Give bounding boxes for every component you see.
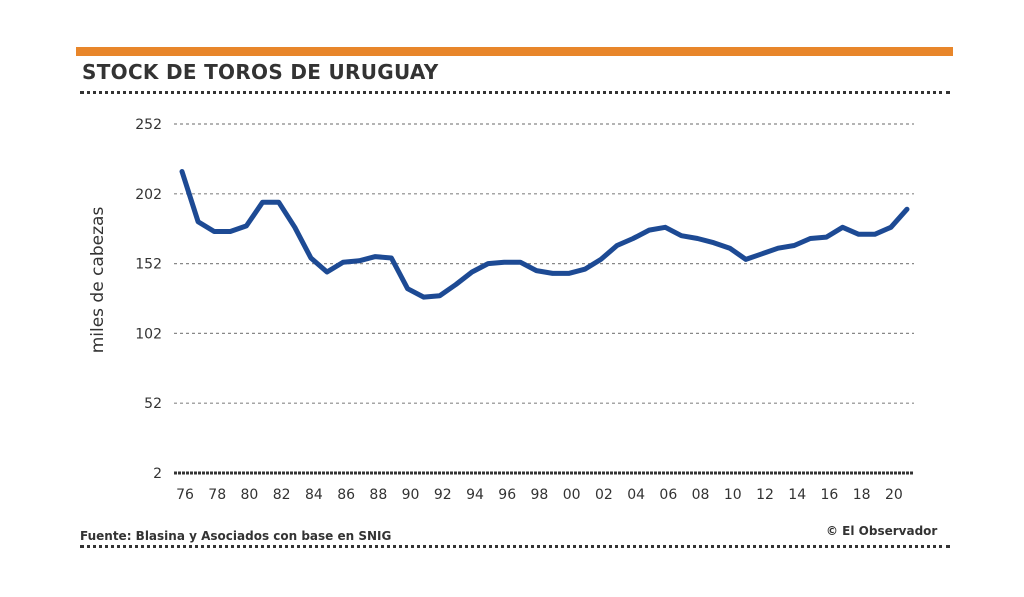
accent-bar [76, 47, 953, 56]
title-divider [80, 91, 950, 94]
y-axis-label: miles de cabezas [88, 207, 108, 354]
x-tick-label: 16 [821, 487, 839, 503]
x-tick-label: 04 [627, 487, 645, 503]
x-tick-label: 78 [208, 487, 226, 503]
x-tick-label: 14 [788, 487, 806, 503]
x-tick-label: 86 [337, 487, 355, 503]
x-tick-label: 96 [498, 487, 516, 503]
x-tick-label: 84 [305, 487, 323, 503]
x-tick-label: 18 [853, 487, 871, 503]
x-tick-label: 98 [531, 487, 549, 503]
y-tick-label: 252 [135, 117, 162, 133]
source-note: Fuente: Blasina y Asociados con base en … [80, 529, 392, 543]
x-tick-label: 88 [369, 487, 387, 503]
x-tick-label: 06 [659, 487, 677, 503]
x-tick-label: 02 [595, 487, 613, 503]
x-tick-label: 94 [466, 487, 484, 503]
x-tick-label: 00 [563, 487, 581, 503]
x-tick-label: 90 [402, 487, 420, 503]
x-tick-label: 12 [756, 487, 774, 503]
x-tick-label: 82 [273, 487, 291, 503]
credit: © El Observador [826, 524, 938, 538]
x-tick-label: 80 [241, 487, 259, 503]
footer-divider [80, 545, 950, 548]
y-tick-label: 102 [135, 326, 162, 342]
x-tick-label: 08 [692, 487, 710, 503]
y-tick-label: 202 [135, 187, 162, 203]
x-tick-label: 92 [434, 487, 452, 503]
x-tick-label: 10 [724, 487, 742, 503]
x-tick-label: 20 [885, 487, 903, 503]
x-tick-label: 76 [176, 487, 194, 503]
chart-title: STOCK DE TOROS DE URUGUAY [82, 60, 439, 84]
y-tick-label: 2 [153, 466, 162, 482]
series-line [179, 169, 910, 300]
y-tick-label: 152 [135, 257, 162, 273]
y-tick-label: 52 [144, 396, 162, 412]
